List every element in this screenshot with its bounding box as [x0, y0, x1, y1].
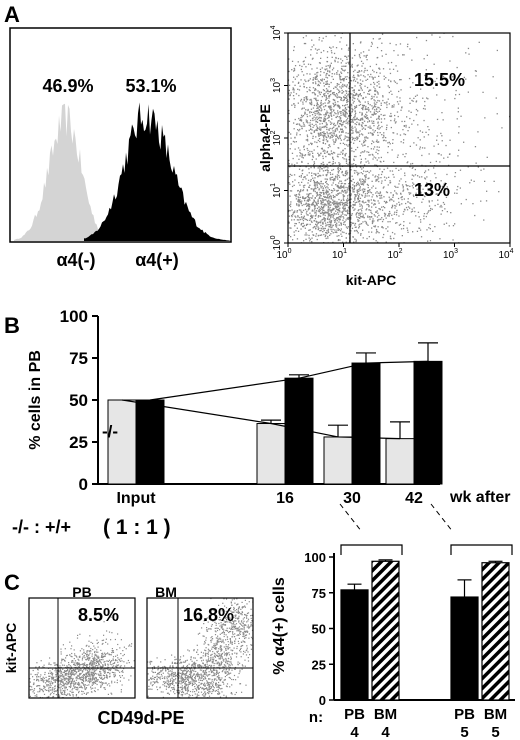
panel-label-b: B	[4, 313, 20, 338]
bar-label: PB	[454, 706, 475, 723]
x-tick-label: 102	[387, 248, 402, 261]
alpha4-negative-histogram	[14, 103, 130, 241]
dot-plot-frame	[287, 32, 511, 244]
chart-b-y-axis-label: % cells in PB	[27, 350, 44, 450]
bm-plot-percent: 16.8%	[183, 605, 234, 625]
panel-label-c: C	[4, 570, 20, 595]
y-tick-label: 103	[270, 78, 283, 93]
panel-label-a: A	[4, 2, 20, 27]
alpha4-negative-percent: 46.9%	[42, 76, 93, 96]
alpha4-positive-label: α4(+)	[135, 250, 179, 270]
scatter-y-axis-label: alpha4-PE	[257, 104, 273, 172]
sample-count: 4	[381, 724, 390, 740]
x-tick-label: 30	[343, 490, 361, 507]
bar-knockout	[323, 436, 353, 485]
group-bracket	[340, 544, 403, 555]
alpha4-negative-label: α4(-)	[56, 250, 95, 270]
pb-plot-percent: 8.5%	[78, 605, 119, 625]
bm-plot-frame	[146, 597, 254, 699]
sample-count: 4	[350, 724, 359, 740]
y-tick-label: 75	[312, 586, 326, 601]
pb-plot-frame	[28, 597, 136, 699]
alpha4-histogram: 46.9% 53.1% α4(-) α4(+)	[9, 27, 232, 270]
flow-plot-bm: BM 16.8%	[146, 584, 254, 699]
y-tick-label: 25	[69, 433, 88, 452]
bar-label: PB	[344, 706, 365, 723]
ratio-label: -/- : +/+	[12, 517, 71, 537]
lower-right-percent: 13%	[414, 180, 450, 200]
y-tick-label: 50	[69, 391, 88, 410]
y-tick-label: 0	[319, 693, 326, 708]
alpha4-positive-percent: 53.1%	[125, 76, 176, 96]
bar-label: BM	[484, 706, 507, 723]
bar-bm	[481, 562, 510, 701]
group-bracket	[450, 544, 513, 555]
ratio-value: ( 1 : 1 )	[103, 516, 171, 539]
connector-30wk	[339, 503, 363, 533]
y-tick-label: 100	[304, 550, 326, 565]
flow-plot-pb: PB 8.5%	[28, 584, 136, 699]
sample-count: 5	[460, 724, 468, 740]
x-tick-label: 16	[276, 490, 294, 507]
pb-chimerism-bar-chart: % cells in PB 0 25 50 75 100 Input 16 30 42 -/- +/…	[27, 307, 443, 507]
chart-c-y-axis-label: % α4(+) cells	[271, 577, 288, 675]
y-tick-label: 50	[312, 622, 326, 637]
series-label-knockout: -/-	[102, 422, 118, 441]
alpha4-positive-histogram	[84, 102, 230, 242]
sample-count: 5	[491, 724, 499, 740]
bar-knockout	[256, 423, 286, 485]
bm-dot-cloud	[147, 598, 253, 698]
bar-bm	[371, 560, 400, 701]
series-label-wildtype: +/+	[138, 426, 163, 445]
bar-pb	[340, 589, 369, 701]
y-tick-label: 100	[60, 307, 88, 326]
trend-line-knockout	[121, 399, 401, 440]
bar-wildtype	[135, 399, 165, 485]
bar-wildtype	[413, 360, 443, 485]
bar-label: BM	[374, 706, 397, 723]
connector-42wk	[430, 503, 454, 533]
connector-lines	[339, 503, 454, 533]
x-tick-label: 104	[498, 248, 513, 261]
n-label: n:	[309, 709, 323, 726]
pb-plot-title: PB	[72, 584, 91, 600]
x-tick-label: 42	[405, 490, 423, 507]
bar-knockout	[385, 438, 415, 485]
bar-wildtype	[351, 362, 381, 485]
flow-y-axis-label: kit-APC	[3, 623, 19, 674]
y-tick-label: 100	[270, 235, 283, 250]
y-tick-label: 104	[270, 25, 283, 40]
pb-dot-cloud	[29, 616, 135, 698]
upper-right-percent: 15.5%	[414, 70, 465, 90]
bar-pb	[450, 596, 479, 701]
trend-line-wildtype	[149, 360, 429, 401]
x-tick-label: Input	[116, 490, 156, 507]
x-tick-label: 101	[332, 248, 347, 261]
y-tick-label: 25	[312, 657, 326, 672]
flow-x-axis-label: CD49d-PE	[97, 708, 184, 728]
chart-b-x-suffix: wk after	[449, 489, 510, 506]
histogram-frame	[9, 27, 232, 243]
scatter-x-axis-label: kit-APC	[346, 272, 397, 288]
bm-plot-title: BM	[155, 584, 177, 600]
y-tick-label: 0	[79, 475, 88, 494]
y-tick-label: 75	[69, 349, 88, 368]
bar-knockout	[107, 399, 137, 485]
x-tick-label: 103	[443, 248, 458, 261]
y-tick-label: 101	[270, 183, 283, 198]
